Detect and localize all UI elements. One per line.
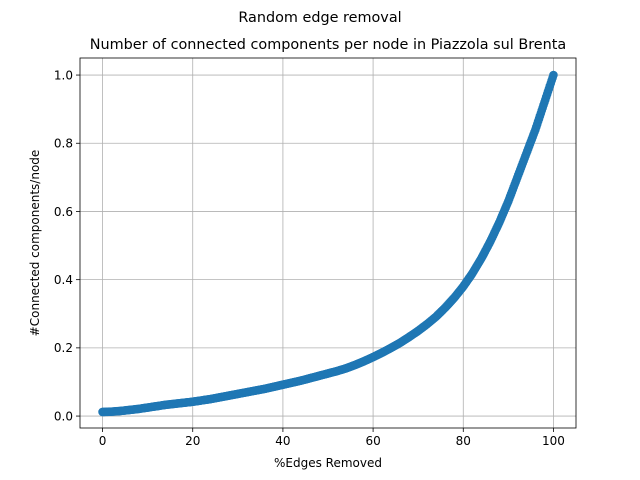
x-tick-label: 100	[542, 434, 565, 448]
x-axis-label: %Edges Removed	[274, 456, 382, 470]
y-tick-label: 0.8	[54, 137, 73, 151]
y-tick-label: 0.0	[54, 409, 73, 423]
y-tick-label: 0.4	[54, 273, 73, 287]
y-tick-label: 0.6	[54, 205, 73, 219]
y-axis-label: #Connected components/node	[28, 150, 42, 337]
y-axis-ticks: 0.0 0.2 0.4 0.6 0.8 1.0	[54, 68, 80, 423]
y-tick-label: 1.0	[54, 68, 73, 82]
data-points	[98, 70, 558, 417]
grid-lines	[80, 58, 576, 428]
plot-area: 0 20 40 60 80 100 0.0 0.2 0.4 0.6 0.8 1.0	[54, 57, 577, 448]
x-tick-label: 0	[99, 434, 107, 448]
chart-title: Number of connected components per node …	[90, 37, 566, 53]
y-tick-label: 0.2	[54, 341, 73, 355]
figure-suptitle: Random edge removal	[238, 10, 401, 26]
x-tick-label: 80	[456, 434, 471, 448]
data-point	[549, 70, 558, 80]
x-tick-label: 40	[275, 434, 290, 448]
x-axis-ticks: 0 20 40 60 80 100	[99, 428, 565, 448]
x-tick-label: 20	[185, 434, 200, 448]
x-tick-label: 60	[365, 434, 380, 448]
axes-frame	[79, 57, 577, 429]
